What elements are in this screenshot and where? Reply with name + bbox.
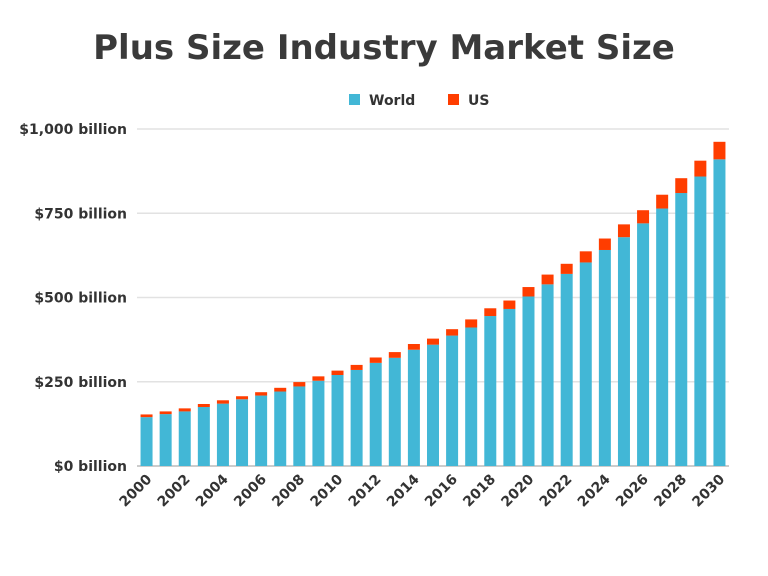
- bar-world-2017: [465, 327, 478, 466]
- x-tick-label: 2022: [537, 472, 576, 511]
- bar-world-2013: [388, 357, 401, 466]
- bar-us-2022: [560, 263, 573, 274]
- bar-world-2006: [255, 395, 268, 466]
- bar-us-2028: [675, 178, 688, 194]
- bar-us-2007: [274, 387, 287, 392]
- x-tick-label: 2014: [384, 471, 423, 510]
- bar-world-2010: [331, 375, 344, 466]
- bar-us-2017: [465, 319, 478, 328]
- bar-us-2005: [236, 396, 249, 400]
- bar-us-2012: [369, 357, 382, 363]
- x-tick-label: 2026: [613, 472, 652, 511]
- bar-world-2023: [579, 262, 592, 466]
- bar-world-2004: [216, 403, 229, 466]
- bar-world-2029: [694, 176, 707, 466]
- bar-world-2019: [503, 308, 516, 466]
- x-tick-label: 2018: [460, 472, 499, 511]
- bar-us-2009: [312, 376, 325, 381]
- bar-us-2016: [446, 329, 459, 336]
- bar-us-2013: [388, 352, 401, 358]
- bar-world-2026: [637, 223, 650, 466]
- bar-us-2030: [713, 141, 726, 160]
- bar-world-2024: [598, 249, 611, 466]
- bar-world-2020: [522, 296, 535, 466]
- legend-label-world: World: [369, 93, 415, 109]
- x-tick-label: 2002: [155, 472, 194, 511]
- x-tick-label: 2030: [689, 471, 728, 510]
- bar-us-2006: [255, 392, 268, 396]
- bar-world-2016: [446, 335, 459, 466]
- x-tick-label: 2028: [651, 472, 690, 511]
- bar-us-2004: [216, 400, 229, 404]
- x-tick-label: 2004: [193, 471, 232, 510]
- bar-us-2018: [484, 308, 497, 317]
- bar-us-2001: [159, 411, 172, 415]
- bar-us-2019: [503, 300, 516, 309]
- bar-world-2018: [484, 316, 497, 466]
- bar-world-2030: [713, 159, 726, 466]
- bar-us-2008: [293, 382, 306, 387]
- bar-us-2024: [598, 238, 611, 250]
- legend-swatch-world: [349, 94, 360, 105]
- bar-us-2026: [637, 210, 650, 224]
- x-tick-label: 2024: [575, 471, 614, 510]
- bar-world-2012: [369, 362, 382, 466]
- bar-world-2015: [427, 344, 439, 466]
- bar-world-2021: [541, 284, 554, 466]
- y-tick-label: $1,000 billion: [19, 122, 127, 138]
- bar-world-2002: [178, 411, 191, 466]
- bar-us-2027: [656, 194, 669, 209]
- bar-world-2025: [617, 237, 630, 466]
- bar-us-2025: [617, 224, 630, 238]
- x-tick-label: 2008: [269, 472, 308, 511]
- y-tick-label: $750 billion: [34, 206, 127, 222]
- y-tick-label: $500 billion: [34, 291, 127, 307]
- bar-world-2008: [293, 386, 306, 466]
- x-tick-label: 2000: [117, 471, 156, 510]
- bar-world-2022: [560, 273, 573, 466]
- bar-world-2003: [197, 407, 210, 466]
- y-tick-label: $0 billion: [54, 459, 127, 475]
- bar-us-2010: [331, 370, 344, 376]
- x-tick-label: 2012: [346, 472, 385, 511]
- bar-world-2007: [274, 391, 287, 466]
- bar-us-2002: [178, 408, 191, 412]
- bar-us-2003: [197, 403, 210, 408]
- x-tick-label: 2010: [307, 471, 346, 510]
- bar-us-2015: [427, 338, 439, 345]
- x-tick-label: 2006: [231, 472, 270, 511]
- bar-world-2001: [159, 414, 172, 466]
- bar-world-2000: [140, 417, 153, 466]
- legend-swatch-us: [448, 94, 459, 105]
- bar-us-2029: [694, 160, 707, 177]
- legend-label-us: US: [468, 93, 489, 109]
- bar-world-2011: [350, 369, 363, 466]
- bar-us-2011: [350, 364, 363, 370]
- x-tick-label: 2020: [498, 471, 537, 510]
- bar-us-2020: [522, 287, 535, 297]
- x-tick-label: 2016: [422, 472, 461, 511]
- bar-us-2023: [579, 251, 592, 263]
- bar-us-2000: [140, 414, 153, 418]
- bar-world-2028: [675, 193, 688, 466]
- chart-title: Plus Size Industry Market Size: [93, 28, 675, 68]
- bar-us-2014: [407, 344, 420, 350]
- bar-us-2021: [541, 274, 554, 285]
- y-tick-label: $250 billion: [34, 375, 127, 391]
- bar-world-2005: [236, 399, 249, 466]
- bar-world-2027: [656, 208, 669, 467]
- bar-world-2009: [312, 380, 325, 466]
- bar-world-2014: [407, 349, 420, 466]
